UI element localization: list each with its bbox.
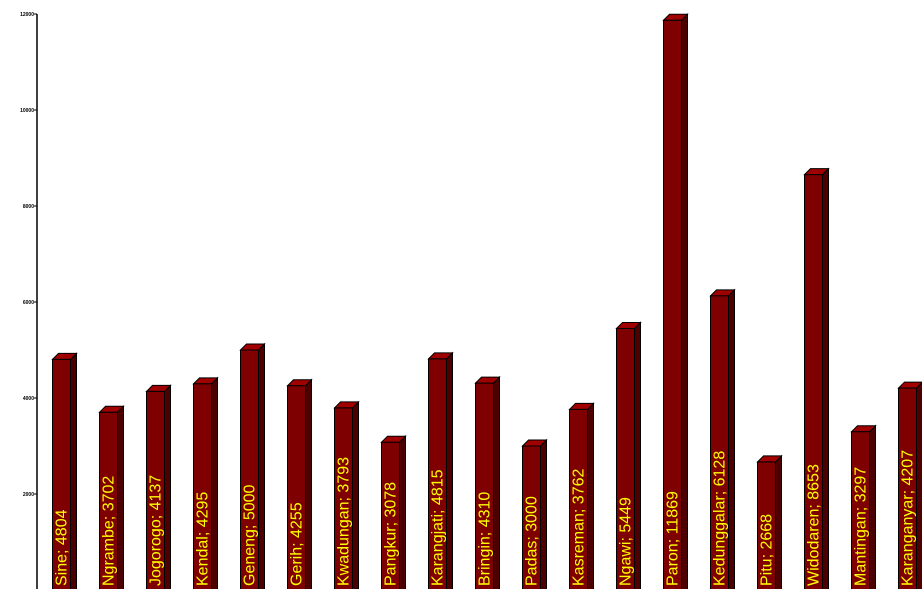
data-labels-layer: Sine; 4804 Ngrambe; 3702 Jogorogo; 4137 Ken…	[54, 450, 917, 586]
bar-front	[522, 445, 541, 589]
data-label: Pangkur; 3078	[383, 482, 400, 586]
y-tick-label: 10000	[20, 108, 34, 114]
y-tick-label: 8000	[23, 204, 34, 210]
bar-kwadungan	[333, 400, 360, 589]
bar-widodaren	[803, 167, 830, 589]
data-label: Padas; 3000	[524, 496, 541, 586]
data-label: Paron; 11869	[665, 491, 682, 586]
bar-side	[211, 376, 218, 589]
data-label: Sine; 4804	[54, 509, 71, 586]
data-label: Ngrambe; 3702	[101, 476, 118, 586]
bar-side	[587, 402, 594, 589]
bar-front	[616, 327, 635, 589]
bar-front	[146, 390, 165, 589]
data-label: Mantingan; 3297	[853, 467, 870, 586]
bar-front	[757, 461, 776, 589]
bar-side	[164, 384, 171, 589]
bar-front	[99, 411, 118, 589]
bar-front	[334, 407, 353, 589]
bar-front	[804, 174, 823, 589]
bar-side	[352, 400, 359, 589]
bar-ngawi	[615, 321, 642, 589]
bar-side	[399, 435, 406, 589]
bar-side	[305, 378, 312, 589]
bar-side	[446, 351, 453, 589]
data-label: Bringin; 4310	[477, 492, 494, 586]
data-label: Kwadungan; 3793	[336, 457, 353, 586]
bar-kendal	[192, 376, 219, 589]
bar-side	[822, 167, 829, 589]
bar-sine	[51, 352, 78, 589]
bar-front	[287, 385, 306, 589]
bar-front	[569, 408, 588, 589]
bar-side	[634, 321, 641, 589]
bar-side	[540, 438, 547, 589]
data-label: Gerih; 4255	[289, 502, 306, 586]
data-label: Kendal; 4295	[195, 492, 212, 586]
bar-front	[381, 441, 400, 589]
bar-side	[728, 288, 735, 589]
data-label: Jogorogo; 4137	[148, 475, 165, 586]
bar-paron	[662, 13, 689, 589]
y-tick-label: 2000	[23, 492, 34, 498]
bar-side	[869, 424, 876, 589]
bar-kasreman	[568, 402, 595, 589]
bar-kedunggalar	[709, 288, 736, 589]
bar-side	[493, 375, 500, 589]
bar-side	[117, 405, 124, 589]
y-tick-label: 6000	[23, 300, 34, 306]
bar-jogorogo	[145, 384, 172, 589]
bar-karangjati	[427, 351, 454, 589]
bar-front	[710, 295, 729, 589]
data-label: Geneng; 5000	[242, 484, 259, 586]
data-label: Karanganyar; 4207	[900, 450, 917, 586]
bar-side	[681, 13, 688, 589]
bar-side	[70, 352, 77, 589]
bar-front	[52, 358, 71, 589]
bar-front	[851, 431, 870, 589]
bar-front	[193, 383, 212, 589]
data-label: Widodaren; 8653	[806, 464, 823, 586]
bar-front	[663, 19, 682, 589]
bar-side	[258, 342, 265, 589]
bar-front	[475, 382, 494, 589]
data-label: Kedunggalar; 6128	[712, 451, 729, 586]
axis-layer: 2000 4000 6000 8000 10000 12000	[20, 12, 38, 589]
bar-mantingan	[850, 424, 877, 589]
bar-bringin	[474, 375, 501, 589]
bar-side	[775, 454, 782, 589]
bar-front	[428, 358, 447, 589]
bar-front	[898, 387, 917, 589]
bar-geneng	[239, 342, 266, 589]
bar-pitu	[756, 454, 783, 589]
y-tick-label: 4000	[23, 396, 34, 402]
bar-side	[916, 381, 922, 589]
bar-pangkur	[380, 435, 407, 589]
y-tick-label: 12000	[20, 12, 34, 18]
data-label: Kasreman; 3762	[571, 468, 588, 586]
bar-karanganyar	[897, 381, 922, 589]
bars-layer	[51, 13, 922, 589]
data-label: Karangjati; 4815	[430, 469, 447, 586]
data-label: Ngawi; 5449	[618, 497, 635, 586]
data-label: Pitu; 2668	[759, 514, 776, 586]
bar-gerih	[286, 378, 313, 589]
bar-front	[240, 349, 259, 589]
bar-padas	[521, 438, 548, 589]
bar-ngrambe	[98, 405, 125, 589]
